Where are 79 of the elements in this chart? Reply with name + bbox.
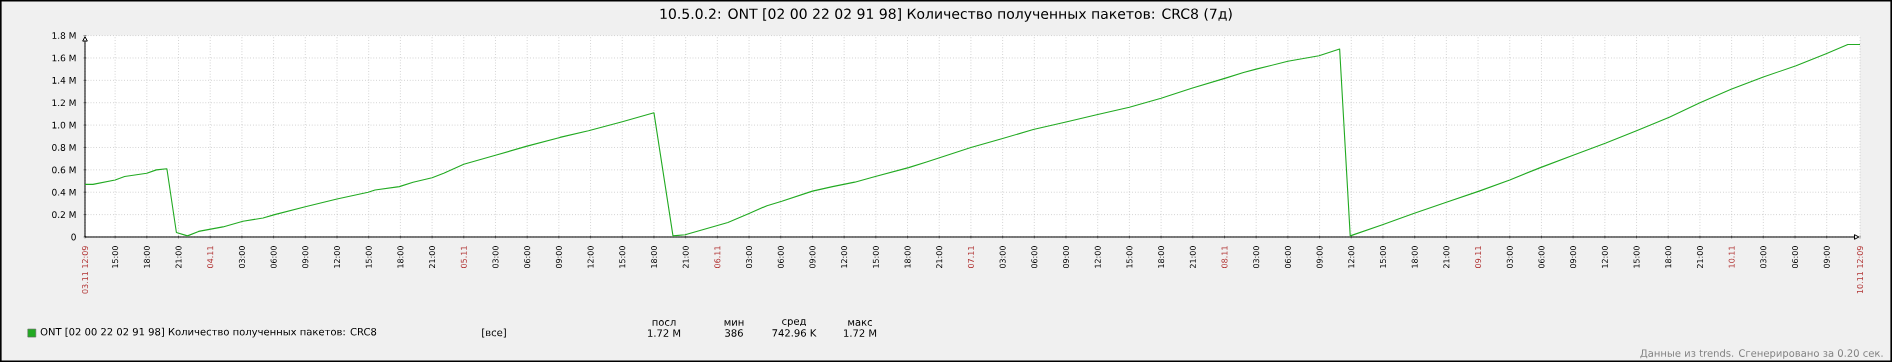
x-tick-label: 09:00 xyxy=(1823,246,1830,269)
x-tick-label: 12:00 xyxy=(841,246,848,268)
x-tick-label: 12:00 xyxy=(1348,246,1355,268)
y-tick-label: 0.4 M xyxy=(52,188,76,196)
y-tick-label: 0 xyxy=(71,233,76,241)
x-tick-label: 07.11 xyxy=(967,246,974,268)
x-tick-label: 06:00 xyxy=(1538,246,1545,269)
chart-title: 10.5.0.2: ONT [02 00 22 02 91 98] Количество полученных пакетов: CRC8 (7д) xyxy=(660,8,1232,22)
x-tick-label: 12:00 xyxy=(1094,246,1101,268)
y-tick-label: 0.8 M xyxy=(52,144,76,151)
x-tick-label: 03:00 xyxy=(1253,246,1260,269)
x-tick-label: 15:00 xyxy=(1126,246,1133,268)
x-tick-label: 18:00 xyxy=(143,246,150,268)
y-tick-label: 1.0 M xyxy=(52,121,76,129)
x-tick-label: 03:00 xyxy=(1760,246,1767,269)
x-tick-label: 04.11 xyxy=(207,246,214,268)
x-tick-label: 21:00 xyxy=(1443,246,1450,269)
text: посл xyxy=(652,320,676,326)
x-tick-label: 03:00 xyxy=(492,246,499,269)
y-tick-label: 1.8 M xyxy=(52,32,76,39)
text: 742.96 K xyxy=(772,329,817,337)
x-tick-label: 12:00 xyxy=(333,246,341,268)
text: макс xyxy=(848,320,873,326)
x-tick-label: 21:00 xyxy=(1189,246,1196,269)
y-tick-label: 1.6 M xyxy=(52,54,76,62)
x-tick-label: 09:00 xyxy=(1570,246,1577,269)
x-tick-label: 21:00 xyxy=(682,246,689,269)
x-tick-label: 08.11 xyxy=(1221,246,1228,268)
x-tick-label: 15:00 xyxy=(619,246,626,268)
x-tick-label: 06:00 xyxy=(777,246,784,269)
x-tick-label: 18:00 xyxy=(1411,246,1418,268)
x-tick-label: 03:00 xyxy=(746,246,753,269)
x-tick-label: 03.11 12:09 xyxy=(82,246,89,294)
x-tick-label: 15:00 xyxy=(1379,246,1387,268)
x-tick-label: 09:00 xyxy=(1062,246,1070,269)
x-tick-label: 12:00 xyxy=(1601,246,1608,268)
y-tick-label: 1.2 M xyxy=(52,99,76,107)
x-tick-label: 10.11 xyxy=(1728,246,1735,268)
x-tick-label: 06:00 xyxy=(524,246,531,269)
y-tick-label: 0.6 M xyxy=(52,166,76,174)
text: сред xyxy=(782,319,806,327)
x-tick-label: 03:00 xyxy=(238,246,245,269)
x-tick-label: 15:00 xyxy=(112,246,119,268)
text: 386 xyxy=(725,329,743,337)
x-tick-label: 15:00 xyxy=(365,246,372,268)
x-tick-label: 09:00 xyxy=(1316,246,1323,269)
x-tick-label: 06:00 xyxy=(1031,246,1038,269)
x-tick-label: 06:00 xyxy=(1284,246,1291,269)
x-tick-label: 15:00 xyxy=(872,246,879,268)
x-tick-label: 09:00 xyxy=(302,246,309,269)
x-tick-label: 21:00 xyxy=(429,246,436,269)
text: 1.72 M xyxy=(844,329,877,337)
x-tick-label: 21:00 xyxy=(175,246,182,269)
y-tick-label: 1.4 M xyxy=(52,77,76,84)
x-tick-label: 09.11 xyxy=(1475,246,1482,268)
y-tick-label: 0.2 M xyxy=(52,211,76,219)
x-tick-label: 18:00 xyxy=(397,246,404,268)
text: Данные из trends. Сгенерировано за 0.20 сек. xyxy=(1640,349,1883,359)
x-tick-label: 18:00 xyxy=(904,246,911,268)
text: мин xyxy=(724,320,744,326)
x-tick-label: 09:00 xyxy=(809,246,816,269)
text: 1.72 M xyxy=(648,329,681,337)
x-tick-label: 06:00 xyxy=(1792,246,1799,269)
x-tick-label: 06.11 xyxy=(714,246,721,268)
x-tick-label: 10.11 12:09 xyxy=(1856,246,1864,294)
x-tick-label: 15:00 xyxy=(1633,246,1640,268)
legend-label: ONT [02 00 22 02 91 98] Количество полученных пакетов: CRC8 xyxy=(40,327,377,338)
text: [все] xyxy=(482,328,506,338)
x-tick-label: 05.11 xyxy=(460,246,467,268)
x-tick-label: 18:00 xyxy=(650,246,657,268)
x-tick-label: 21:00 xyxy=(1696,246,1703,269)
x-tick-label: 12:00 xyxy=(587,246,594,268)
x-tick-label: 18:00 xyxy=(1665,246,1672,268)
x-tick-label: 09:00 xyxy=(555,246,562,269)
x-tick-label: 06:00 xyxy=(270,246,277,269)
x-tick-label: 03:00 xyxy=(1506,246,1513,269)
x-tick-label: 03:00 xyxy=(999,246,1006,269)
x-tick-label: 18:00 xyxy=(1158,246,1165,268)
x-tick-label: 21:00 xyxy=(936,246,943,269)
